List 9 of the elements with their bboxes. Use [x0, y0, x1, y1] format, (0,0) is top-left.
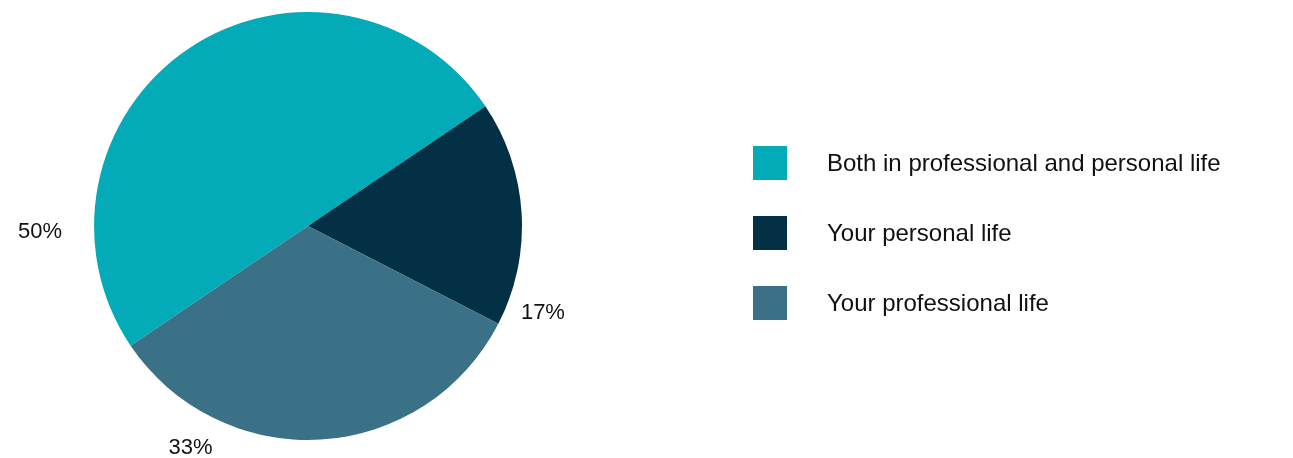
- data-label: 33%: [168, 434, 213, 458]
- data-label: 17%: [520, 299, 565, 325]
- pie-slice: [130, 226, 499, 440]
- data-label: 50%: [18, 218, 63, 244]
- legend-label: Your professional life: [827, 289, 1049, 317]
- legend-label: Both in professional and personal life: [827, 149, 1221, 177]
- pie-slice: [308, 106, 522, 324]
- legend-label: Your personal life: [827, 219, 1012, 247]
- pie-slice: [94, 12, 486, 346]
